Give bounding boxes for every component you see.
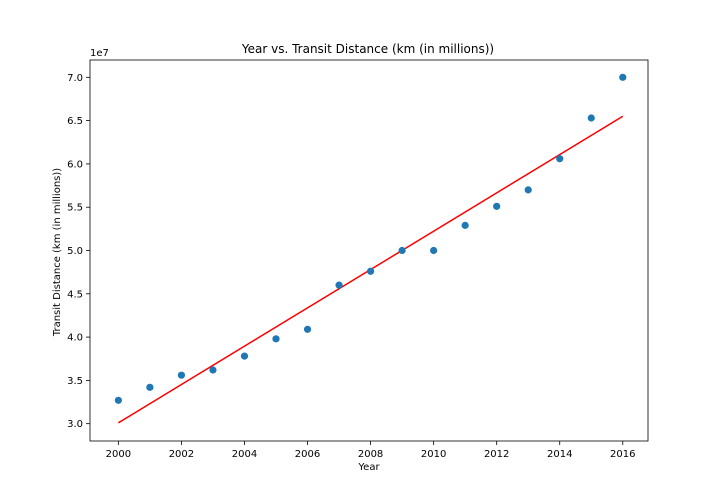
x-tick-label: 2004 [232,449,257,460]
data-point [556,155,564,163]
y-tick-label: 3.0 [67,419,83,430]
data-point [335,281,343,289]
x-tick-label: 2008 [358,449,383,460]
data-point [303,325,312,333]
y-tick-label: 3.5 [67,376,83,387]
y-tick-label: 4.0 [67,333,83,344]
x-tick-label: 2014 [547,449,572,460]
data-point [493,202,501,210]
data-point [209,366,217,374]
y-tick-label: 7.0 [67,73,83,84]
data-point [146,383,154,391]
x-tick-label: 2006 [295,449,320,460]
data-point [430,246,438,255]
plot-area: 2000 2002 2004 2006 2008 2010 2012 2014 2016 3.0 3… [67,59,649,460]
y-axis-label: Transit Distance (km (in millions)) [52,168,63,337]
y-tick-label: 6.5 [67,116,83,127]
data-point [461,221,469,229]
data-point [114,396,122,404]
data-point [398,246,406,255]
x-axis-label: Year [357,462,380,473]
y-tick-label: 5.0 [67,246,83,257]
chart-title: Year vs. Transit Distance (km (in millio… [241,42,494,56]
data-point [177,371,186,379]
x-tick-label: 2012 [484,449,509,460]
data-point [524,186,532,194]
data-point [366,267,375,275]
plot-frame [89,59,649,442]
y-tick-label: 6.0 [67,159,83,170]
x-tick-label: 2016 [610,449,635,460]
y-tick-label: 5.5 [67,203,83,214]
y-axis-offset-label: 1e7 [90,48,109,59]
x-tick-label: 2010 [421,449,446,460]
data-point [619,73,627,81]
data-point [272,335,280,343]
data-point [240,352,249,360]
x-tick-label: 2000 [106,449,131,460]
data-point [587,114,595,122]
x-tick-label: 2002 [169,449,194,460]
y-tick-label: 4.5 [67,289,83,300]
